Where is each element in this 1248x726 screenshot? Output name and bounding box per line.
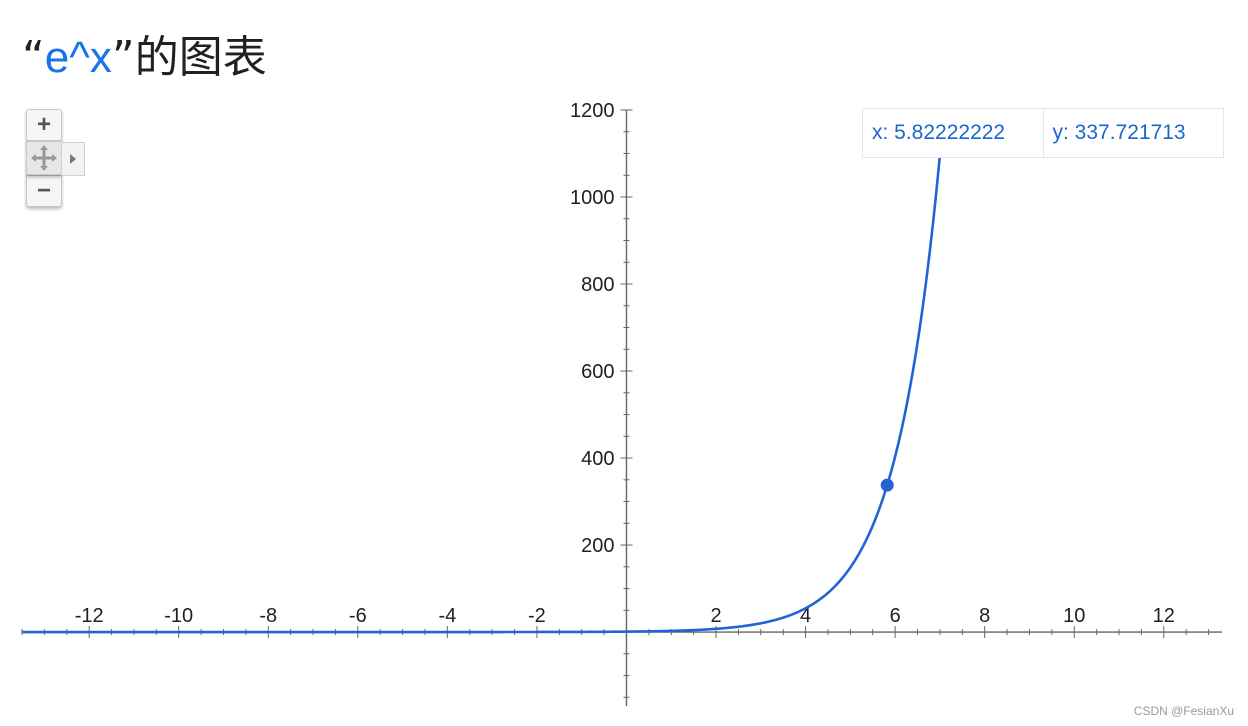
title-open-quote: “ <box>22 32 45 83</box>
x-tick-label: 12 <box>1153 605 1175 627</box>
plus-icon: + <box>36 111 51 138</box>
zoom-controls: + − <box>26 109 85 207</box>
series-line-e-x <box>22 127 944 634</box>
title-suffix: 的图表 <box>134 32 267 83</box>
zoom-out-button[interactable]: − <box>26 175 62 207</box>
x-tick-label: 4 <box>800 605 811 627</box>
y-tick-label: 400 <box>581 448 614 470</box>
expand-arrow-button[interactable] <box>61 142 85 176</box>
x-tick-label: -6 <box>349 605 367 627</box>
highlighted-point <box>880 478 894 492</box>
y-tick-label: 200 <box>581 535 614 557</box>
y-tick-label: 600 <box>581 361 614 383</box>
title-expression: e^x <box>44 33 112 82</box>
title-close-quote: ” <box>111 32 135 83</box>
y-tick-label: 800 <box>581 274 614 296</box>
x-tick-label: 8 <box>979 605 990 627</box>
x-tick-label: -10 <box>164 605 193 627</box>
point-tooltip: x: 5.82222222 y: 337.721713 <box>862 108 1224 158</box>
y-tick-label: 1000 <box>570 187 615 209</box>
x-tick-label: -4 <box>438 605 456 627</box>
chevron-right-icon <box>70 154 76 164</box>
y-tick-label: 1200 <box>570 100 615 122</box>
tooltip-x-value: x: 5.82222222 <box>872 121 1006 144</box>
x-tick-label: 2 <box>710 605 721 627</box>
pan-button[interactable] <box>26 141 85 176</box>
x-tick-label: -2 <box>528 605 546 627</box>
watermark: CSDN @FesianXu <box>1133 704 1234 718</box>
tooltip-y-value: y: 337.721713 <box>1042 109 1224 157</box>
x-tick-label: 6 <box>890 605 901 627</box>
minus-icon: − <box>36 177 51 204</box>
x-tick-label: 10 <box>1063 605 1085 627</box>
x-tick-label: -12 <box>75 605 104 627</box>
move-arrows-icon <box>31 145 57 171</box>
x-tick-label: -8 <box>259 605 277 627</box>
chart-title: “e^x”的图表 <box>22 28 267 88</box>
zoom-in-button[interactable]: + <box>26 109 62 141</box>
